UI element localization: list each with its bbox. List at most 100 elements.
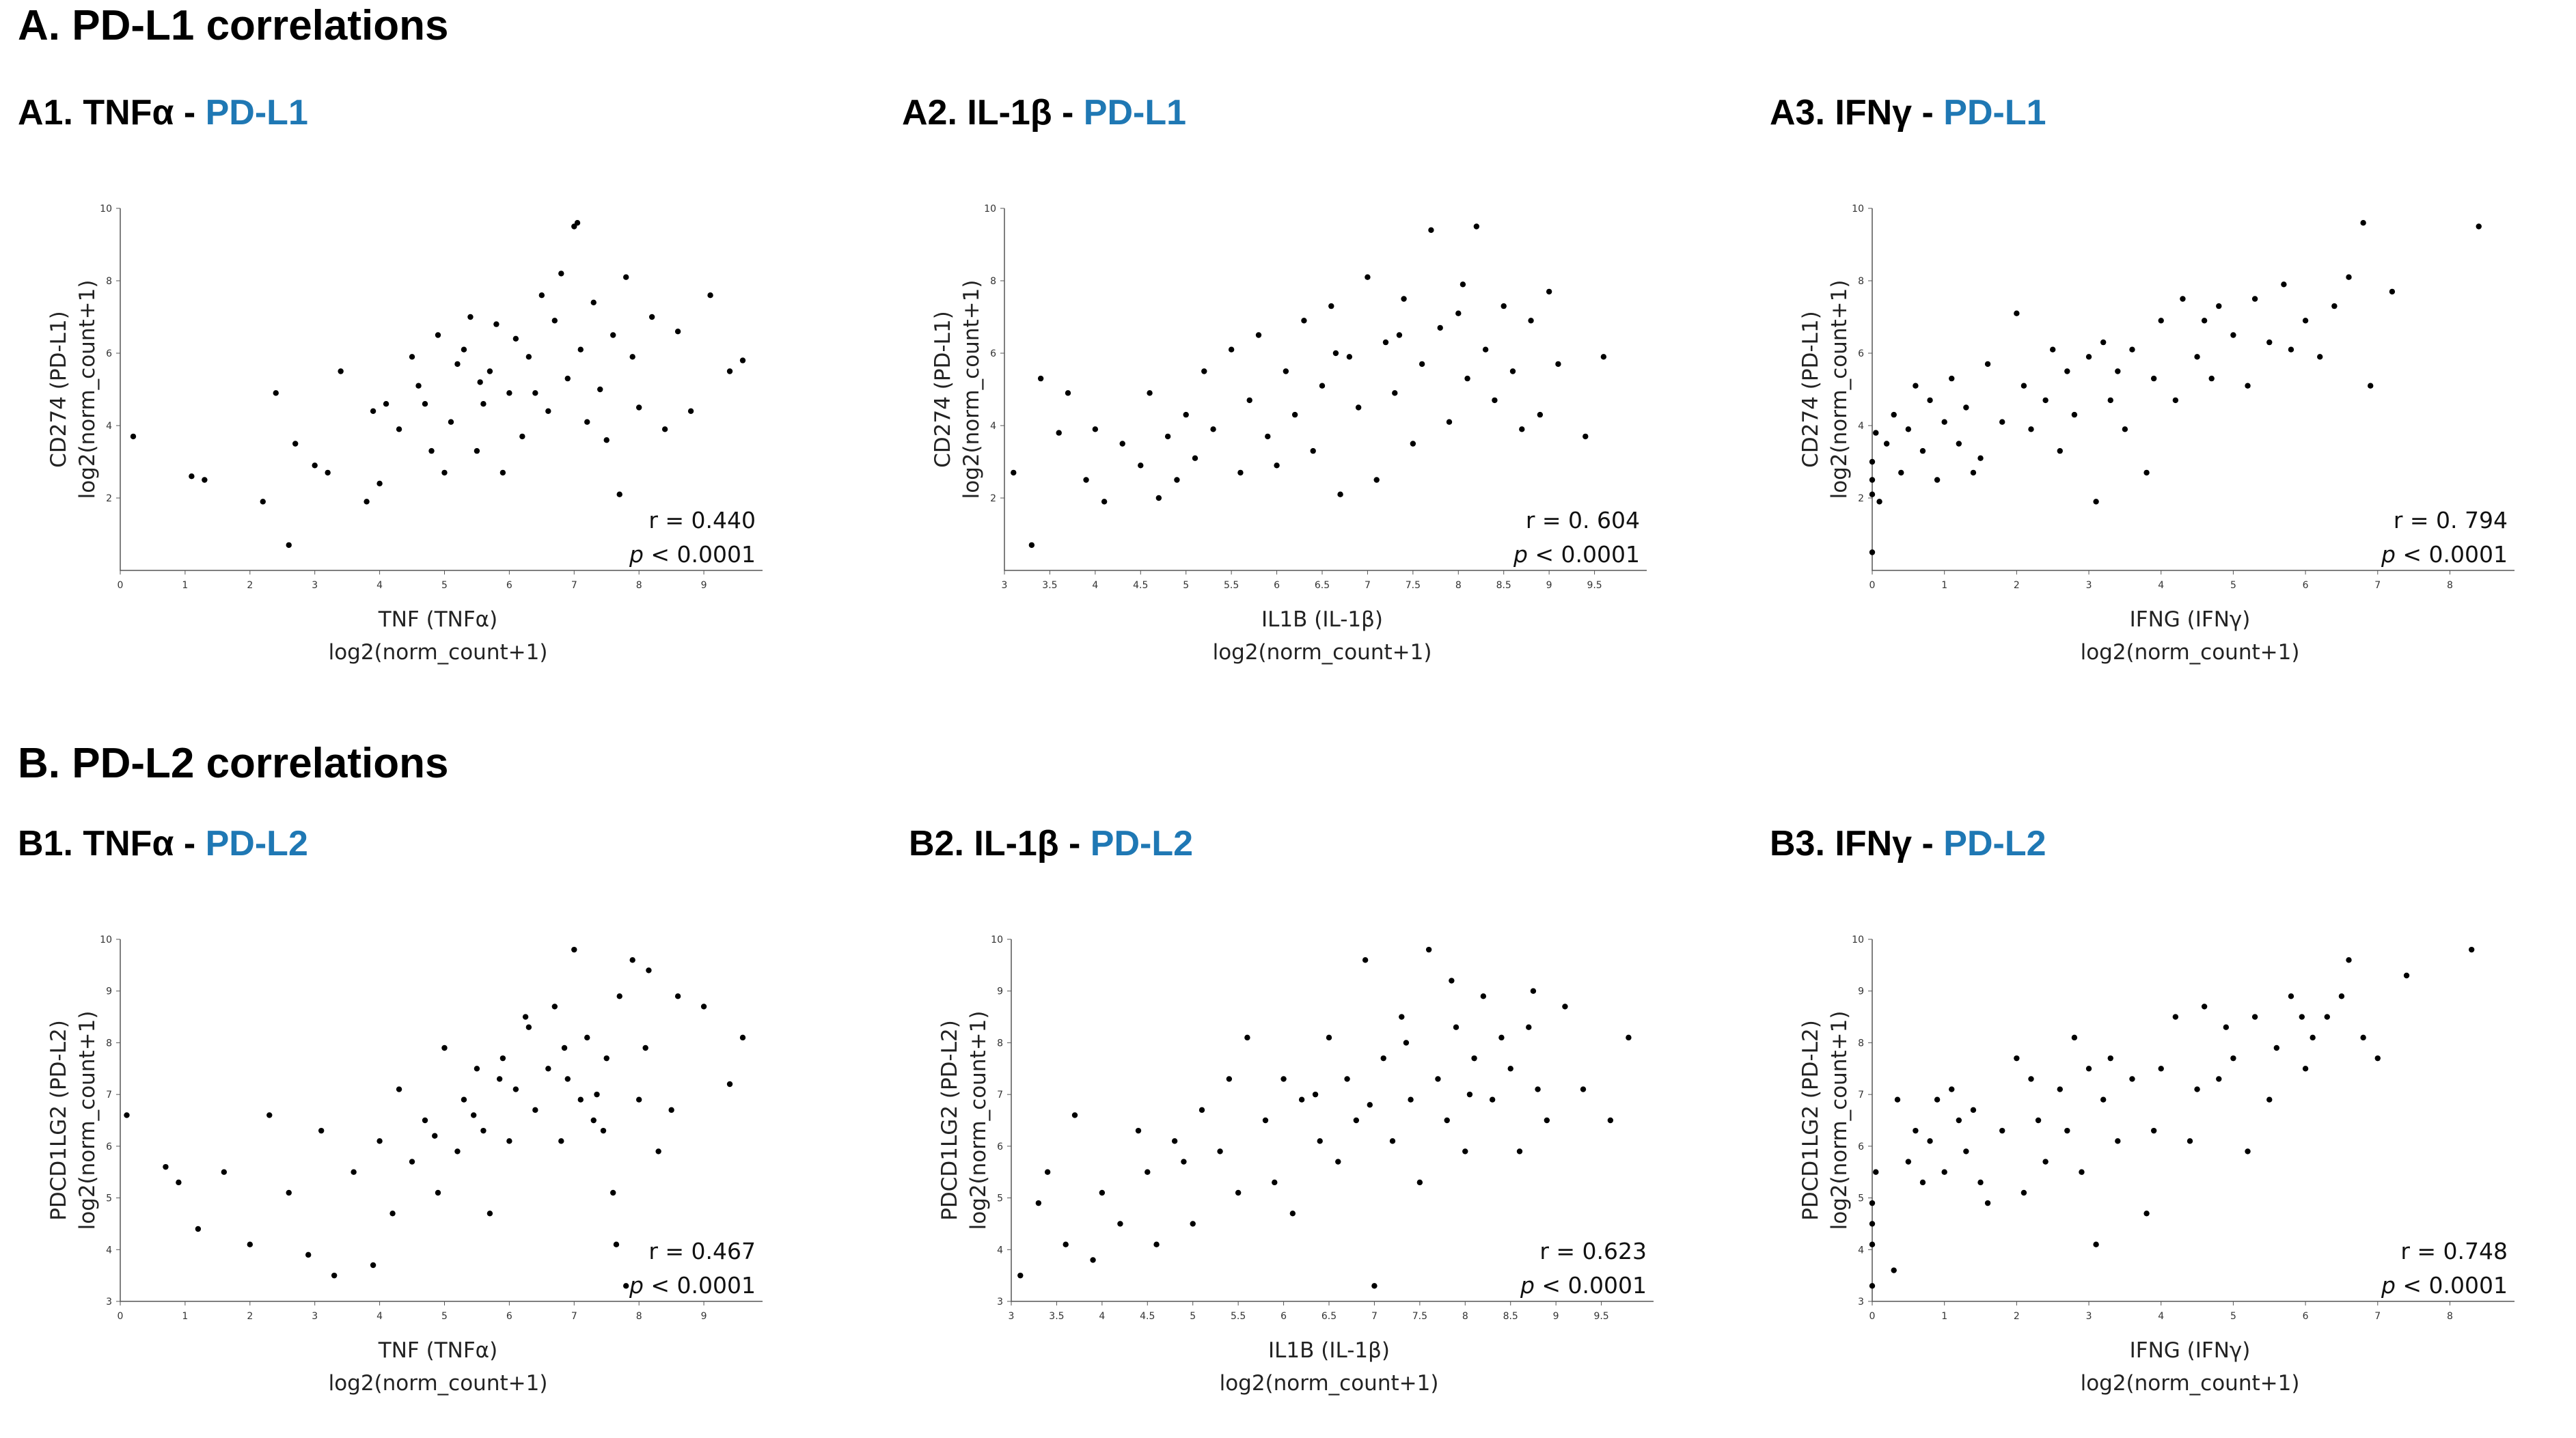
data-point bbox=[2230, 332, 2236, 338]
data-point bbox=[273, 390, 279, 396]
x-tick-label: 2 bbox=[2014, 1311, 2020, 1322]
data-point bbox=[130, 433, 137, 440]
data-point bbox=[532, 390, 538, 396]
data-point bbox=[1011, 469, 1017, 476]
panel-a3: A3. IFNγ - PD-L1 0 1 2 3 4 5 6 7 8 2 4 6 8 10 CD274 (P… bbox=[1770, 92, 2576, 707]
data-point bbox=[1480, 993, 1487, 999]
data-point bbox=[739, 1034, 746, 1041]
panel-b2: B2. IL-1β - PD-L2 3 3.5 4 4.5 5 5.5 6 6.5 7 7.5 8 8… bbox=[909, 823, 1749, 1438]
data-point bbox=[1482, 346, 1489, 352]
data-point bbox=[1977, 455, 1984, 461]
data-point bbox=[2360, 220, 2366, 226]
data-point bbox=[2299, 1014, 2305, 1020]
data-point bbox=[1546, 288, 1552, 295]
data-point bbox=[2216, 1076, 2222, 1082]
data-point bbox=[1217, 1148, 1223, 1154]
data-point bbox=[2374, 1055, 2381, 1062]
y-tick-label: 5 bbox=[997, 1193, 1003, 1204]
data-point bbox=[1310, 447, 1316, 454]
data-point bbox=[318, 1127, 325, 1134]
data-point bbox=[1328, 303, 1334, 309]
data-point bbox=[2150, 375, 2157, 382]
y-tick-label: 10 bbox=[991, 935, 1003, 945]
data-point bbox=[1528, 318, 1534, 324]
data-point bbox=[2115, 1138, 2121, 1144]
data-point bbox=[325, 469, 331, 476]
p-value-text: < 0.0001 bbox=[1535, 1272, 1647, 1299]
data-point bbox=[1289, 1211, 1296, 1217]
data-point bbox=[1519, 426, 1525, 432]
data-point bbox=[1155, 495, 1162, 501]
data-point bbox=[409, 1159, 415, 1165]
data-point bbox=[1869, 491, 1876, 497]
data-point bbox=[1428, 227, 1434, 233]
y-tick-label: 10 bbox=[1852, 935, 1864, 945]
data-point bbox=[623, 274, 629, 280]
data-point bbox=[1460, 281, 1466, 288]
data-point bbox=[2014, 1055, 2020, 1062]
y-tick-label: 8 bbox=[106, 276, 112, 287]
section-title-pd-l2: B. PD-L2 correlations bbox=[18, 740, 449, 787]
data-point bbox=[2346, 957, 2352, 963]
data-point bbox=[286, 542, 292, 549]
x-tick-label: 5 bbox=[2230, 1311, 2236, 1322]
y-tick-label: 6 bbox=[997, 1142, 1003, 1152]
data-point bbox=[247, 1241, 253, 1247]
data-point bbox=[338, 368, 344, 374]
data-point bbox=[415, 383, 422, 389]
data-point bbox=[603, 1055, 609, 1062]
data-point bbox=[1466, 1091, 1473, 1098]
x-tick-label: 8 bbox=[1462, 1311, 1468, 1322]
data-point bbox=[610, 332, 616, 338]
data-point bbox=[487, 1211, 493, 1217]
data-point bbox=[648, 314, 655, 320]
x-tick-label: 9.5 bbox=[1593, 1311, 1608, 1322]
y-tick-label: 4 bbox=[997, 1245, 1003, 1256]
data-point bbox=[1516, 1148, 1523, 1154]
data-point bbox=[2122, 426, 2128, 432]
data-point bbox=[1090, 1257, 1096, 1263]
data-point bbox=[1453, 1024, 1460, 1030]
data-point bbox=[1371, 1283, 1378, 1289]
data-point bbox=[2042, 1159, 2049, 1165]
p-value-symbol: p bbox=[629, 1272, 644, 1299]
data-point bbox=[1399, 1014, 1405, 1020]
panel-title: B1. TNFα - PD-L2 bbox=[18, 823, 308, 864]
p-value-label: p < 0.0001 bbox=[1513, 541, 1640, 568]
x-axis-unit-label: log2(norm_count+1) bbox=[329, 640, 548, 665]
y-tick-label: 6 bbox=[1858, 1142, 1864, 1152]
data-point bbox=[2266, 1096, 2273, 1103]
data-point bbox=[551, 1004, 558, 1010]
x-tick-label: 8 bbox=[2447, 580, 2453, 591]
panel-title-target: PD-L1 bbox=[205, 93, 308, 133]
data-point bbox=[2064, 1127, 2070, 1134]
data-point bbox=[432, 1133, 438, 1139]
y-axis-unit-label: log2(norm_count+1) bbox=[1827, 280, 1852, 499]
data-point bbox=[499, 1055, 506, 1062]
x-tick-label: 0 bbox=[118, 1311, 124, 1322]
data-point bbox=[1403, 1040, 1410, 1046]
data-point bbox=[1537, 411, 1544, 418]
x-tick-label: 2 bbox=[2014, 580, 2020, 591]
panel-title-target: PD-L1 bbox=[1083, 93, 1187, 133]
data-point bbox=[1876, 499, 1882, 505]
data-point bbox=[1941, 1169, 1947, 1175]
x-axis-label: IFNG (IFNγ) bbox=[2130, 607, 2251, 632]
y-tick-label: 3 bbox=[997, 1297, 1003, 1308]
y-axis-unit-label: log2(norm_count+1) bbox=[959, 280, 984, 499]
panel-title-prefix: B2. IL-1β - bbox=[909, 824, 1091, 863]
data-point bbox=[1999, 419, 2005, 425]
data-point bbox=[2273, 1045, 2280, 1051]
data-point bbox=[441, 469, 448, 476]
x-axis-label: TNF (TNFα) bbox=[378, 1338, 497, 1363]
data-point bbox=[496, 1076, 503, 1082]
x-tick-label: 3 bbox=[1009, 1311, 1015, 1322]
data-point bbox=[364, 499, 370, 505]
data-point bbox=[1332, 350, 1339, 357]
data-point bbox=[525, 1024, 532, 1030]
data-point bbox=[2194, 354, 2200, 360]
p-value-label: p < 0.0001 bbox=[2381, 541, 2508, 568]
p-value-label: p < 0.0001 bbox=[629, 1272, 756, 1299]
p-value-symbol: p bbox=[1513, 541, 1528, 568]
data-point bbox=[1455, 310, 1462, 316]
